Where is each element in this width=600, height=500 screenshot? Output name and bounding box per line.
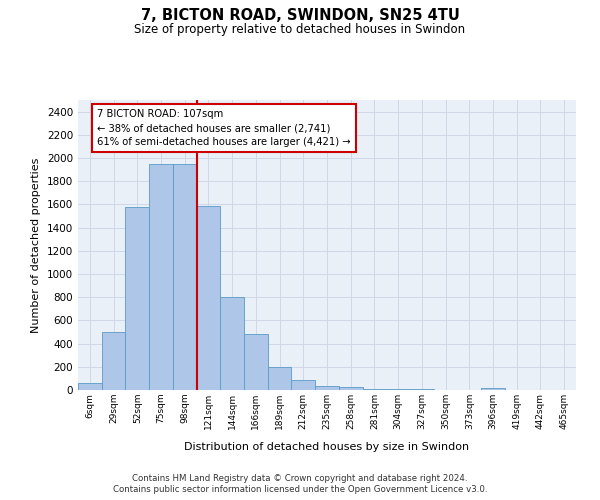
Bar	[220, 297, 244, 390]
Text: Contains public sector information licensed under the Open Government Licence v3: Contains public sector information licen…	[113, 485, 487, 494]
Text: Contains HM Land Registry data © Crown copyright and database right 2024.: Contains HM Land Registry data © Crown c…	[132, 474, 468, 483]
Bar	[339, 387, 362, 390]
Bar	[362, 389, 386, 390]
Bar	[78, 383, 102, 390]
Bar	[125, 206, 149, 390]
Bar	[197, 206, 220, 390]
Text: 7 BICTON ROAD: 107sqm
← 38% of detached houses are smaller (2,741)
61% of semi-d: 7 BICTON ROAD: 107sqm ← 38% of detached …	[97, 110, 350, 148]
Bar	[315, 386, 339, 390]
Bar	[244, 334, 268, 390]
Bar	[268, 368, 292, 390]
Text: Size of property relative to detached houses in Swindon: Size of property relative to detached ho…	[134, 22, 466, 36]
Y-axis label: Number of detached properties: Number of detached properties	[31, 158, 41, 332]
Bar	[292, 380, 315, 390]
Bar	[173, 164, 197, 390]
Text: Distribution of detached houses by size in Swindon: Distribution of detached houses by size …	[184, 442, 470, 452]
Text: 7, BICTON ROAD, SWINDON, SN25 4TU: 7, BICTON ROAD, SWINDON, SN25 4TU	[140, 8, 460, 22]
Bar	[481, 388, 505, 390]
Bar	[149, 164, 173, 390]
Bar	[102, 332, 125, 390]
